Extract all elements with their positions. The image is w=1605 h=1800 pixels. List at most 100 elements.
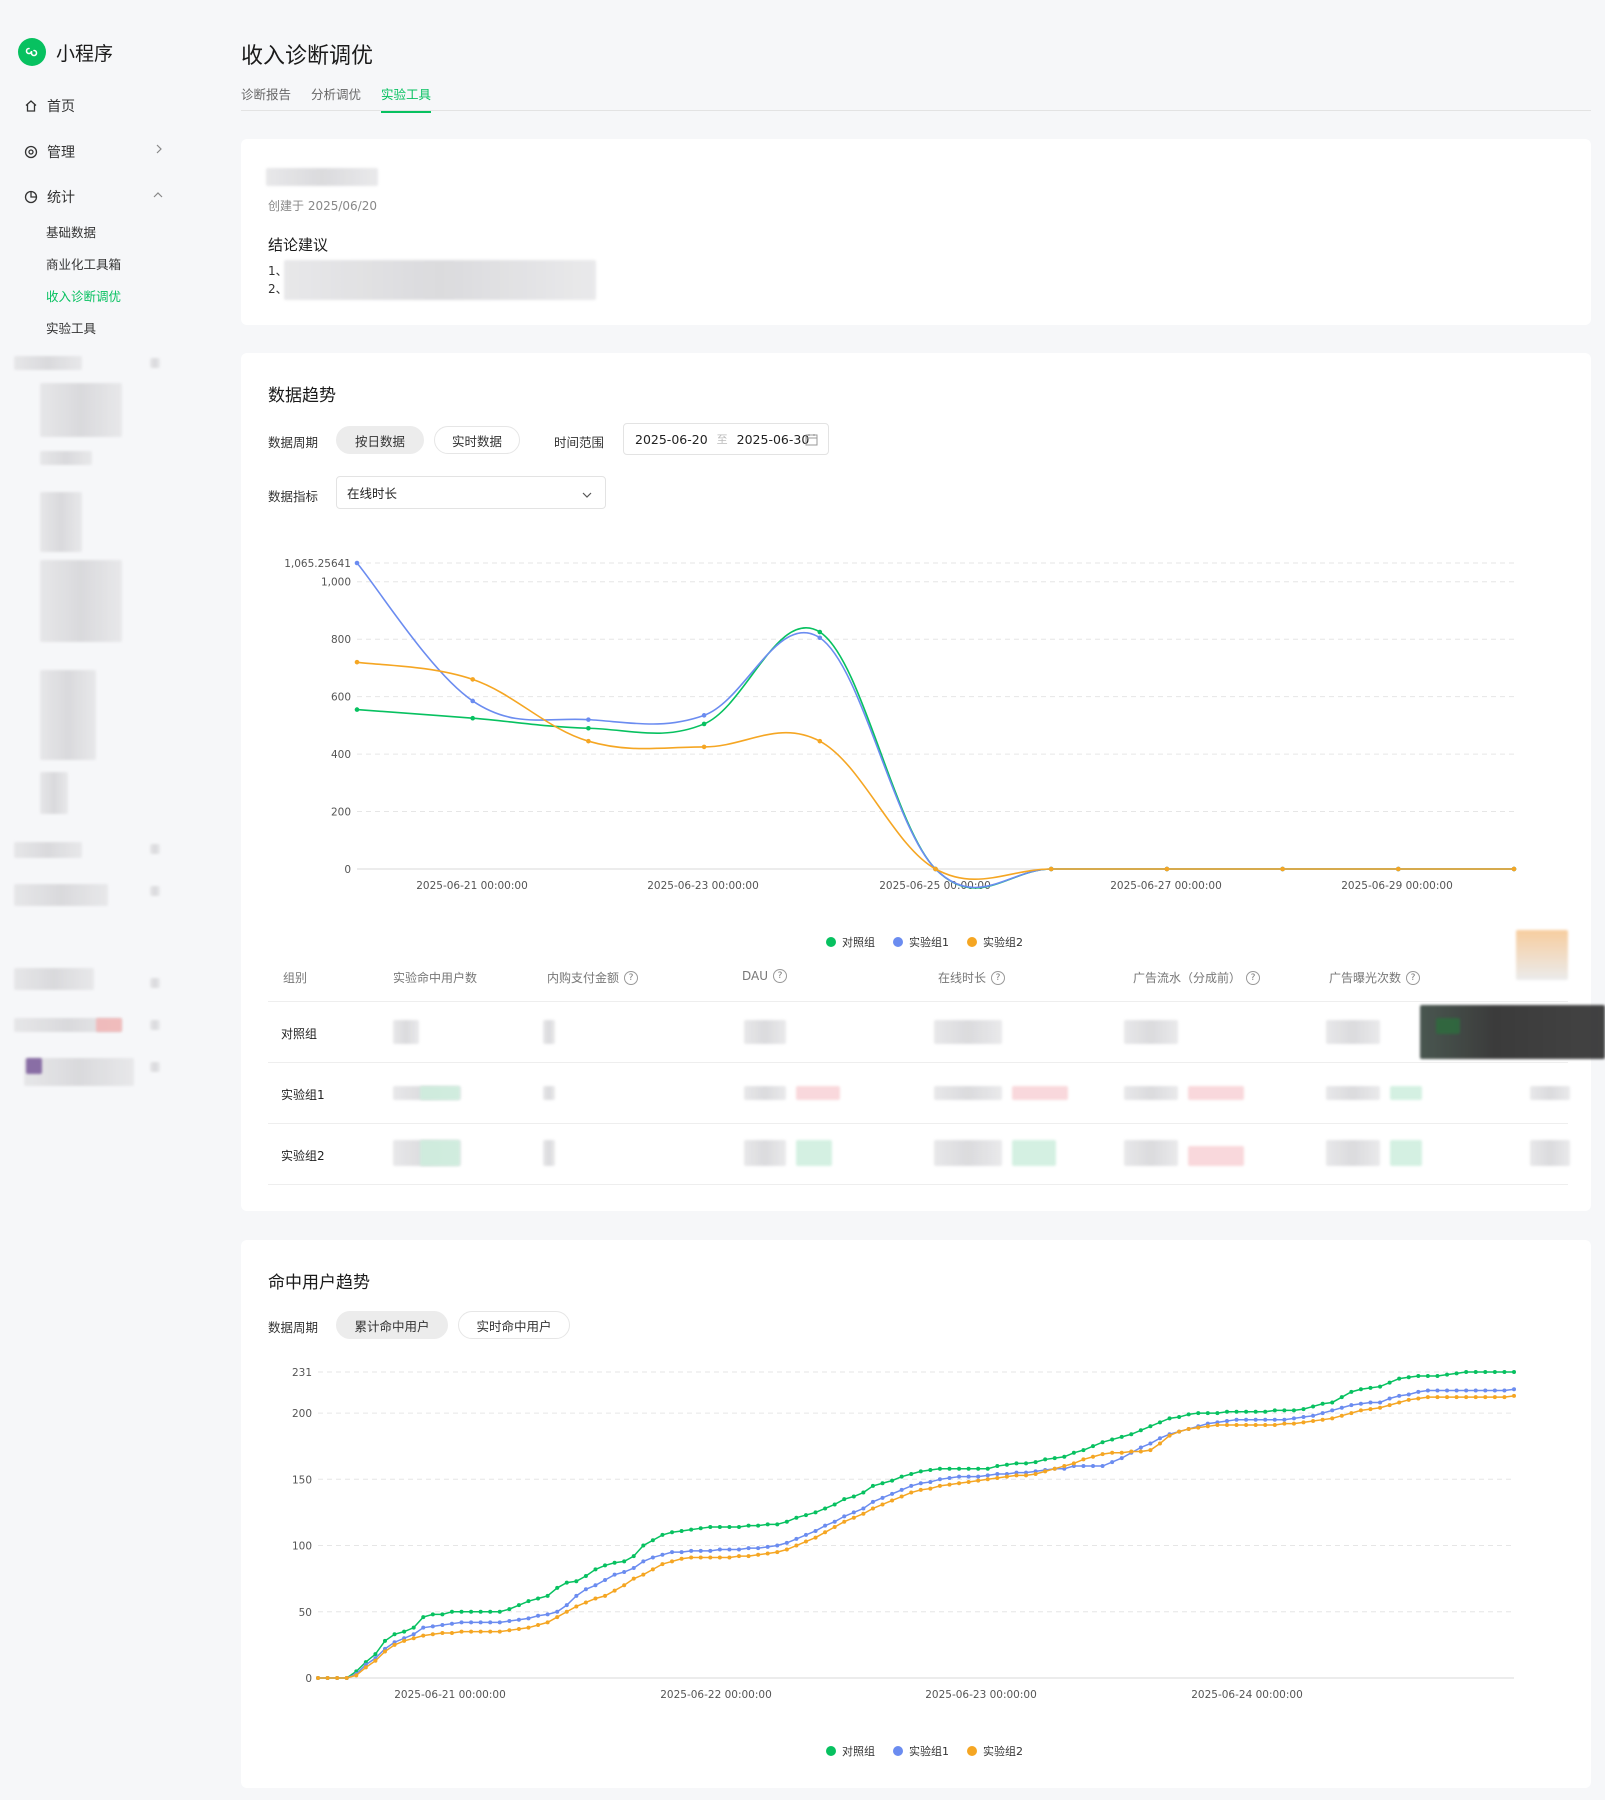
date-range-picker[interactable]: 2025-06-20 至 2025-06-30 [623,423,829,455]
sidebar-sub-commerce-toolbox[interactable]: 商业化工具箱 [46,257,122,272]
hits-legend: 对照组 实验组1 实验组2 [826,1743,1023,1759]
obscured-conclusion-text [284,260,596,300]
obscured-cell [543,1086,555,1100]
period-daily-button[interactable]: 按日数据 [336,426,424,454]
legend-label: 对照组 [842,1745,875,1758]
help-icon[interactable]: ? [1406,970,1421,985]
obscured-cell [1326,1086,1380,1100]
legend-label: 对照组 [842,936,875,949]
col-header-label: 组别 [283,971,308,985]
obscured-submenu[interactable] [40,383,122,437]
legend-item-control[interactable]: 对照组 [826,934,875,950]
date-start[interactable]: 2025-06-20 [635,431,708,447]
obscured-menu-item[interactable] [14,968,94,990]
obscured-menu-item[interactable] [24,1058,134,1086]
created-date: 创建于 2025/06/20 [268,199,377,213]
col-header-hit-users: 实验命中用户数 [393,969,477,986]
obscured-menu-item[interactable] [14,842,82,858]
col-header-label: 广告曝光次数 [1329,971,1402,985]
help-icon[interactable]: ? [773,969,788,983]
sidebar-item-label: 首页 [47,99,75,115]
col-header-label: 在线时长 [938,971,987,985]
obscured-submenu[interactable] [40,492,82,552]
obscured-menu-item[interactable] [14,884,108,906]
obscured-cell-delta [1390,1140,1422,1166]
gear-icon [24,145,38,159]
hit-users-title: 命中用户趋势 [268,1273,370,1293]
tab-diagnosis-report[interactable]: 诊断报告 [241,87,292,102]
conclusion-title: 结论建议 [268,236,329,254]
sidebar-sub-basic-data[interactable]: 基础数据 [46,225,97,240]
app-name: 小程序 [56,42,114,65]
col-header-label: 实验命中用户数 [393,971,478,985]
obscured-submenu[interactable] [40,560,122,642]
metric-selected-value: 在线时长 [347,486,398,501]
tab-experiment-tools[interactable]: 实验工具 [381,84,432,113]
row-label-exp1: 实验组1 [281,1088,325,1102]
legend-dot [893,937,903,947]
col-header-ad-revenue: 广告流水（分成前）? [1133,969,1261,986]
obscured-submenu[interactable] [40,451,92,465]
obscured-menu-chevron [150,886,160,896]
page-tabs: 诊断报告 分析调优 实验工具 [241,84,432,113]
chevron-down-icon [581,488,593,503]
sidebar-item-manage[interactable]: 管理 [24,142,164,162]
legend-label: 实验组1 [909,936,949,949]
chart-pie-icon [24,190,38,204]
obscured-cell-delta [1390,1086,1422,1100]
row-label-exp2: 实验组2 [281,1149,325,1163]
conclusion-line-2: 2、 [268,282,288,296]
obscured-submenu[interactable] [40,670,96,760]
obscured-experiment-name [266,168,378,186]
obscured-menu-chevron [150,844,160,854]
legend-item-exp1[interactable]: 实验组1 [893,934,949,950]
obscured-cell [393,1020,419,1044]
obscured-menu-item[interactable] [14,1018,122,1032]
legend-item-exp1[interactable]: 实验组1 [893,1743,949,1759]
trend-legend: 对照组 实验组1 实验组2 [826,934,1023,950]
legend-label: 实验组1 [909,1745,949,1758]
obscured-cell [1530,1086,1570,1100]
col-header-ad-impressions: 广告曝光次数? [1329,969,1421,986]
app-logo[interactable]: 小程序 [18,38,113,66]
table-divider [268,1062,1568,1063]
obscured-floating-thumbnail [1516,930,1568,980]
obscured-submenu[interactable] [40,772,68,814]
obscured-menu-item[interactable] [14,356,82,370]
period-realtime-button[interactable]: 实时数据 [434,426,520,454]
sidebar-item-stats[interactable]: 统计 [24,187,164,207]
col-header-label: DAU [742,969,769,983]
sidebar-sub-experiment-tools[interactable]: 实验工具 [46,321,97,336]
obscured-cell-delta [1188,1146,1244,1166]
cumulative-hits-button[interactable]: 累计命中用户 [336,1311,448,1339]
tab-analysis-tuning[interactable]: 分析调优 [311,87,362,102]
legend-item-exp2[interactable]: 实验组2 [967,934,1023,950]
table-divider [268,1184,1568,1185]
col-header-online-duration: 在线时长? [938,969,1006,986]
obscured-cell-delta [796,1140,832,1166]
legend-item-control[interactable]: 对照组 [826,1743,875,1759]
obscured-menu-chevron [150,1062,160,1072]
legend-label: 实验组2 [983,936,1023,949]
obscured-cell [934,1140,1002,1166]
period-label: 数据周期 [268,435,319,450]
sidebar-sub-revenue-diagnosis[interactable]: 收入诊断调优 [46,289,122,304]
metric-select[interactable]: 在线时长 [336,476,606,509]
obscured-overlay-icon [1436,1018,1460,1034]
realtime-hits-button[interactable]: 实时命中用户 [458,1311,570,1339]
obscured-cell [744,1140,786,1166]
legend-dot [893,1746,903,1756]
legend-item-exp2[interactable]: 实验组2 [967,1743,1023,1759]
help-icon[interactable]: ? [1246,970,1261,985]
help-icon[interactable]: ? [991,970,1006,985]
date-end[interactable]: 2025-06-30 [736,431,810,447]
obscured-cell [934,1020,1002,1044]
help-icon[interactable]: ? [624,970,639,985]
sidebar-item-home[interactable]: 首页 [24,96,164,116]
tabs-divider [241,110,1591,111]
obscured-cell [1326,1140,1380,1166]
col-header-label: 内购支付金额 [547,971,620,985]
obscured-cell-delta [420,1140,460,1166]
table-divider [268,1123,1568,1124]
calendar-icon[interactable] [805,433,818,449]
